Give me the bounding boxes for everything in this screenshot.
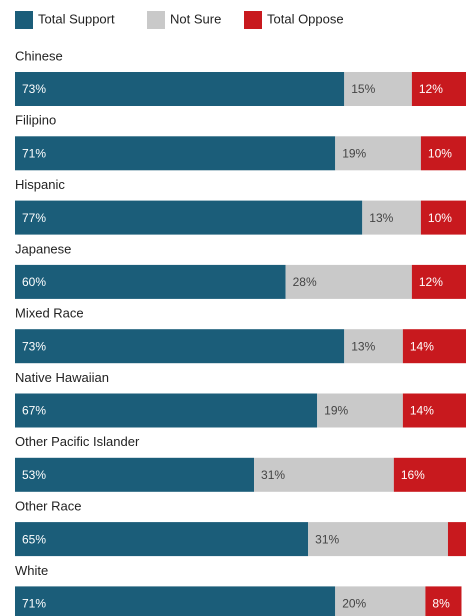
bar-segment <box>411 264 466 299</box>
bar-segment <box>285 264 412 299</box>
value-label: 65% <box>22 532 46 546</box>
value-label: 13% <box>351 339 375 353</box>
bar-segment <box>15 329 345 364</box>
value-label: 53% <box>22 468 46 482</box>
category-label: Chinese <box>15 48 63 63</box>
value-label: 15% <box>351 82 375 96</box>
value-label: 73% <box>22 339 46 353</box>
value-label: 14% <box>410 339 434 353</box>
category-label: Hispanic <box>15 177 65 192</box>
value-label: 60% <box>22 275 46 289</box>
bar-segment <box>317 393 403 428</box>
category-label: Filipino <box>15 113 56 128</box>
legend-swatch <box>15 11 33 29</box>
legend-swatch <box>147 11 165 29</box>
bar-segment <box>420 136 466 171</box>
bar-segment <box>362 200 421 235</box>
legend-swatch <box>244 11 262 29</box>
value-label: 8% <box>432 597 450 611</box>
value-label: 13% <box>369 211 393 225</box>
bar-segment <box>15 586 336 616</box>
value-label: 20% <box>342 597 366 611</box>
bar-segment <box>308 522 448 557</box>
value-label: 10% <box>428 211 452 225</box>
value-label: 16% <box>401 468 425 482</box>
bar-segment <box>15 393 318 428</box>
bar-segment <box>402 329 466 364</box>
bar-segment <box>15 522 309 557</box>
bar-segment <box>254 457 394 492</box>
category-label: Japanese <box>15 241 71 256</box>
bar-segment <box>344 72 412 106</box>
category-label: Other Race <box>15 499 81 514</box>
value-label: 31% <box>315 532 339 546</box>
bar-segment <box>335 586 426 616</box>
value-label: 71% <box>22 146 46 160</box>
bar-segment <box>447 522 466 557</box>
value-label: 12% <box>419 275 443 289</box>
bar-segment <box>15 136 336 171</box>
category-label: Mixed Race <box>15 306 84 321</box>
legend-label: Not Sure <box>170 11 221 26</box>
bar-segment <box>393 457 466 492</box>
value-label: 19% <box>324 404 348 418</box>
bar-segment <box>15 72 345 106</box>
legend-label: Total Oppose <box>267 11 344 26</box>
value-label: 14% <box>410 404 434 418</box>
bar-segment <box>15 264 286 299</box>
value-label: 67% <box>22 404 46 418</box>
category-label: Native Hawaiian <box>15 370 109 385</box>
value-label: 71% <box>22 597 46 611</box>
value-label: 19% <box>342 146 366 160</box>
value-label: 12% <box>419 82 443 96</box>
value-label: 77% <box>22 211 46 225</box>
bar-segment <box>411 72 466 106</box>
bar-segment <box>15 457 255 492</box>
value-label: 31% <box>261 468 285 482</box>
category-label: Other Pacific Islander <box>15 434 140 449</box>
category-label: White <box>15 563 48 578</box>
bar-segment <box>425 586 462 616</box>
bar-segment <box>335 136 421 171</box>
bar-segment <box>420 200 466 235</box>
bar-segment <box>15 200 363 235</box>
legend-label: Total Support <box>38 11 115 26</box>
bar-segment <box>402 393 466 428</box>
value-label: 10% <box>428 146 452 160</box>
bar-segment <box>344 329 403 364</box>
value-label: 73% <box>22 82 46 96</box>
value-label: 28% <box>293 275 317 289</box>
